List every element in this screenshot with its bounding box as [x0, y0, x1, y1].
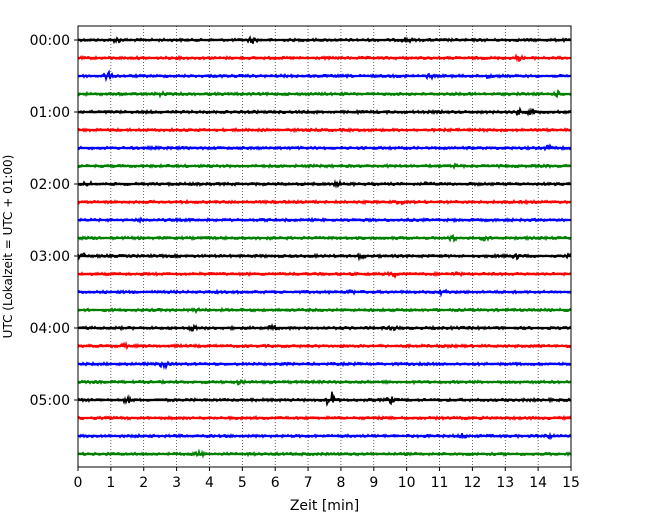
y-axis-label: UTC (Lokalzeit = UTC + 01:00) — [1, 155, 15, 339]
x-tick-label: 9 — [369, 475, 378, 491]
x-tick-label: 4 — [205, 475, 214, 491]
seismic-traces — [77, 35, 572, 459]
x-tick-label: 6 — [271, 475, 280, 491]
y-tick-label: 00:00 — [30, 33, 70, 49]
x-axis-label: Zeit [min] — [290, 498, 359, 514]
x-tick-label: 5 — [238, 475, 247, 491]
x-tick-label: 12 — [463, 475, 481, 491]
x-tick-label: 13 — [496, 475, 514, 491]
x-tick-label: 3 — [172, 475, 181, 491]
y-tick-label: 02:00 — [30, 177, 70, 193]
seismic-trace — [77, 391, 572, 408]
x-tick-label: 10 — [398, 475, 416, 491]
x-tick-label: 2 — [139, 475, 148, 491]
y-tick-label: 03:00 — [30, 249, 70, 265]
x-tick-label: 11 — [431, 475, 449, 491]
y-tick-label: 04:00 — [30, 321, 70, 337]
x-tick-label: 15 — [562, 475, 580, 491]
y-tick-label: 01:00 — [30, 105, 70, 121]
y-axis-ticks: 00:00 01:00 02:00 03:00 04:00 05:00 — [30, 33, 78, 409]
x-tick-label: 14 — [529, 475, 547, 491]
x-tick-label: 0 — [74, 475, 83, 491]
x-tick-label: 8 — [336, 475, 345, 491]
y-tick-label: 05:00 — [30, 393, 70, 409]
x-axis-ticks: 0 1 2 3 4 5 6 7 8 9 10 11 12 13 14 15 — [74, 467, 580, 491]
x-tick-label: 7 — [304, 475, 313, 491]
x-tick-label: 1 — [106, 475, 115, 491]
plot-frame — [77, 25, 572, 468]
